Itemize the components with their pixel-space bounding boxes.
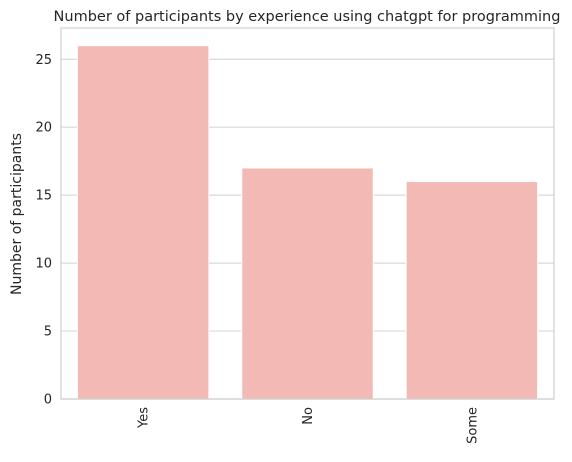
x-tick-label: No [301,407,316,425]
y-tick-label: 15 [35,189,52,204]
x-tick-label: Some [465,407,480,444]
y-tick-label: 20 [35,121,52,136]
plot-frame [60,27,555,400]
bars [76,45,539,400]
bar-some [405,181,539,400]
y-tick-label: 5 [44,325,52,340]
bar-no [241,167,374,400]
chart-title: Number of participants by experience usi… [54,9,561,25]
x-tick-label: Yes [137,407,152,429]
bar-yes [76,45,210,400]
y-axis-ticks: 0 5 10 15 20 25 [35,53,52,408]
y-axis-label: Number of participants [9,133,25,295]
y-tick-label: 10 [35,257,52,272]
y-tick-label: 25 [35,53,52,68]
x-axis-ticks: Yes No Some [137,407,481,444]
y-tick-label: 0 [44,393,52,408]
